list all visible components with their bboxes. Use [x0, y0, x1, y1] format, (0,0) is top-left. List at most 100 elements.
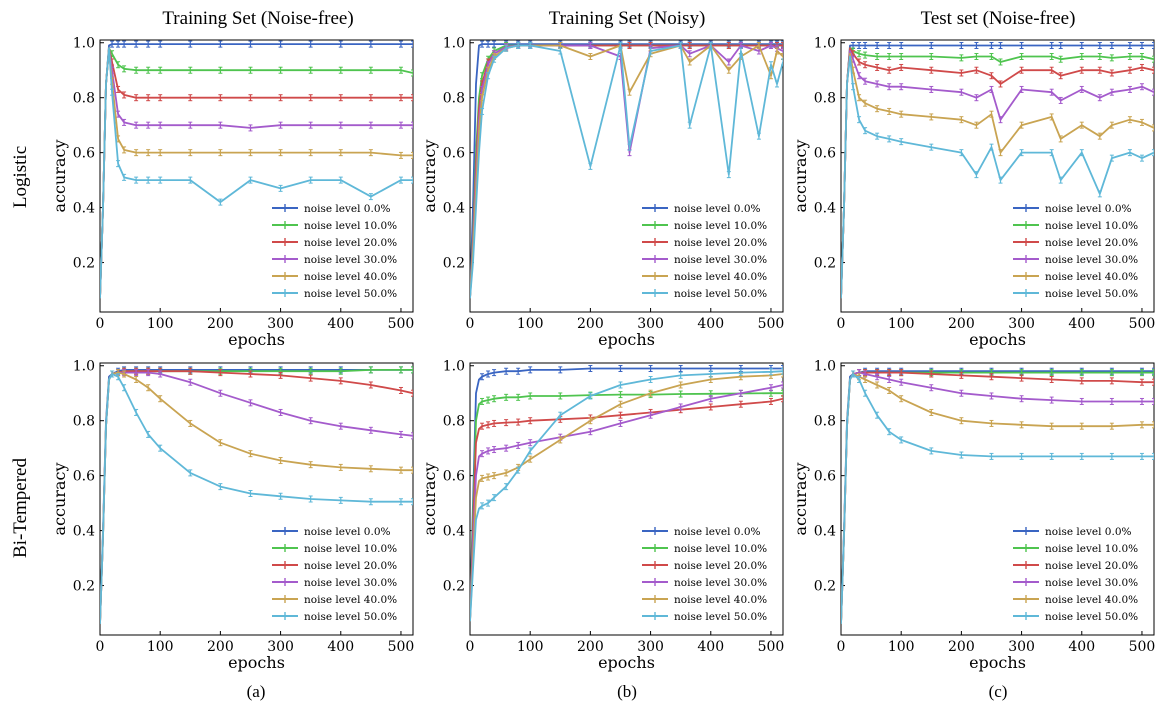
x-tick-label: 500	[388, 639, 415, 655]
x-tick-label: 100	[888, 316, 915, 332]
x-tick-label: 100	[147, 639, 174, 655]
legend-label: noise level 50.0%	[1045, 611, 1138, 623]
y-tick-label: 1.0	[814, 36, 836, 52]
legend-label: noise level 0.0%	[674, 203, 760, 215]
panel-bitempered-train-noisy: 0 100 200 300 400 500 0.2 0.4 0.6 0.8 1.0 epochs acc…	[420, 359, 785, 672]
legend: noise level 0.0% noise level 10.0% noise l…	[642, 526, 767, 623]
panel-bitempered-train-clean: 0 100 200 300 400 500 0.2 0.4 0.6 0.8 1.0 epochs acc…	[50, 359, 415, 672]
y-tick-label: 0.8	[443, 91, 465, 107]
series-line-50-pct	[470, 44, 783, 299]
y-tick-label: 1.0	[443, 359, 465, 375]
col-title-b: Training Set (Noisy)	[549, 8, 706, 29]
legend: noise level 0.0% noise level 10.0% noise l…	[272, 526, 397, 623]
series-group	[841, 367, 1154, 625]
x-axis-title: epochs	[598, 330, 655, 349]
x-axis-title: epochs	[598, 653, 655, 672]
x-tick-label: 300	[267, 316, 294, 332]
x-tick-label: 300	[637, 639, 664, 655]
x-tick-label: 500	[758, 639, 785, 655]
legend-label: noise level 50.0%	[304, 611, 397, 623]
y-tick-label: 0.4	[443, 201, 465, 217]
caption-a: (a)	[247, 682, 266, 701]
legend-label: noise level 10.0%	[674, 220, 767, 232]
x-tick-label: 400	[1068, 639, 1095, 655]
legend-label: noise level 30.0%	[304, 254, 397, 266]
panel-logistic-test-clean: 0 100 200 300 400 500 0.2 0.4 0.6 0.8 1.0 epochs acc…	[791, 36, 1155, 349]
legend-label: noise level 20.0%	[304, 237, 397, 249]
series-group	[841, 41, 1154, 299]
y-tick-label: 0.2	[443, 579, 465, 595]
y-tick-label: 0.6	[443, 469, 465, 485]
y-tick-label: 0.4	[814, 201, 836, 217]
legend-label: noise level 30.0%	[1045, 254, 1138, 266]
plot-frame	[840, 362, 1155, 636]
series-group	[470, 364, 783, 622]
y-axis-title: accuracy	[791, 463, 810, 536]
x-tick-label: 200	[948, 639, 975, 655]
legend-label: noise level 10.0%	[1045, 220, 1138, 232]
legend: noise level 0.0% noise level 10.0% noise l…	[1013, 526, 1138, 623]
x-tick-label: 0	[837, 316, 846, 332]
x-tick-label: 500	[388, 316, 415, 332]
x-tick-label: 200	[207, 639, 234, 655]
legend-label: noise level 20.0%	[304, 560, 397, 572]
x-tick-label: 400	[1068, 316, 1095, 332]
y-axis-title: accuracy	[791, 140, 810, 213]
legend-label: noise level 10.0%	[304, 543, 397, 555]
y-tick-label: 0.6	[73, 469, 95, 485]
y-tick-label: 0.6	[73, 146, 95, 162]
y-tick-label: 0.4	[814, 524, 836, 540]
legend-label: noise level 50.0%	[304, 288, 397, 300]
legend-label: noise level 0.0%	[304, 526, 390, 538]
y-tick-label: 0.2	[814, 579, 836, 595]
y-tick-label: 1.0	[814, 359, 836, 375]
y-tick-label: 0.6	[814, 469, 836, 485]
x-tick-label: 200	[948, 316, 975, 332]
y-tick-label: 0.2	[73, 256, 95, 272]
legend-label: noise level 30.0%	[1045, 577, 1138, 589]
x-tick-label: 400	[697, 316, 724, 332]
legend-label: noise level 10.0%	[304, 220, 397, 232]
x-tick-label: 400	[327, 316, 354, 332]
row-label-logistic: Logistic	[10, 146, 31, 208]
y-tick-label: 0.2	[443, 256, 465, 272]
x-tick-label: 0	[837, 639, 846, 655]
y-tick-label: 0.2	[814, 256, 836, 272]
y-axis-title: accuracy	[420, 463, 439, 536]
y-tick-label: 0.8	[73, 414, 95, 430]
row-label-bi-tempered: Bi-Tempered	[10, 458, 31, 558]
x-tick-label: 500	[1129, 639, 1156, 655]
legend-label: noise level 50.0%	[1045, 288, 1138, 300]
x-tick-label: 400	[327, 639, 354, 655]
legend-label: noise level 0.0%	[304, 203, 390, 215]
caption-b: (b)	[617, 682, 637, 701]
legend-label: noise level 30.0%	[674, 577, 767, 589]
legend-label: noise level 40.0%	[304, 594, 397, 606]
series-line-50-pct	[841, 55, 1154, 299]
x-tick-label: 0	[96, 316, 105, 332]
y-axis-title: accuracy	[50, 140, 69, 213]
y-axis-title: accuracy	[50, 463, 69, 536]
x-axis-title: epochs	[228, 330, 285, 349]
legend-label: noise level 40.0%	[304, 271, 397, 283]
x-axis-title: epochs	[969, 330, 1026, 349]
y-tick-label: 0.8	[814, 91, 836, 107]
col-title-c: Test set (Noise-free)	[921, 8, 1076, 29]
x-axis-title: epochs	[228, 653, 285, 672]
x-tick-label: 0	[96, 639, 105, 655]
panel-bitempered-test-clean: 0 100 200 300 400 500 0.2 0.4 0.6 0.8 1.0 epochs acc…	[791, 359, 1156, 672]
y-tick-label: 0.8	[443, 414, 465, 430]
legend-label: noise level 50.0%	[674, 611, 767, 623]
x-tick-label: 200	[577, 316, 604, 332]
legend-label: noise level 20.0%	[1045, 237, 1138, 249]
legend-label: noise level 10.0%	[1045, 543, 1138, 555]
x-tick-label: 200	[577, 639, 604, 655]
x-tick-label: 500	[758, 316, 785, 332]
legend-label: noise level 40.0%	[1045, 594, 1138, 606]
legend: noise level 0.0% noise level 10.0% noise l…	[642, 203, 767, 300]
series-group	[100, 40, 413, 299]
x-tick-label: 0	[466, 316, 475, 332]
legend-label: noise level 20.0%	[1045, 560, 1138, 572]
y-tick-label: 0.8	[814, 414, 836, 430]
y-tick-label: 1.0	[73, 36, 95, 52]
